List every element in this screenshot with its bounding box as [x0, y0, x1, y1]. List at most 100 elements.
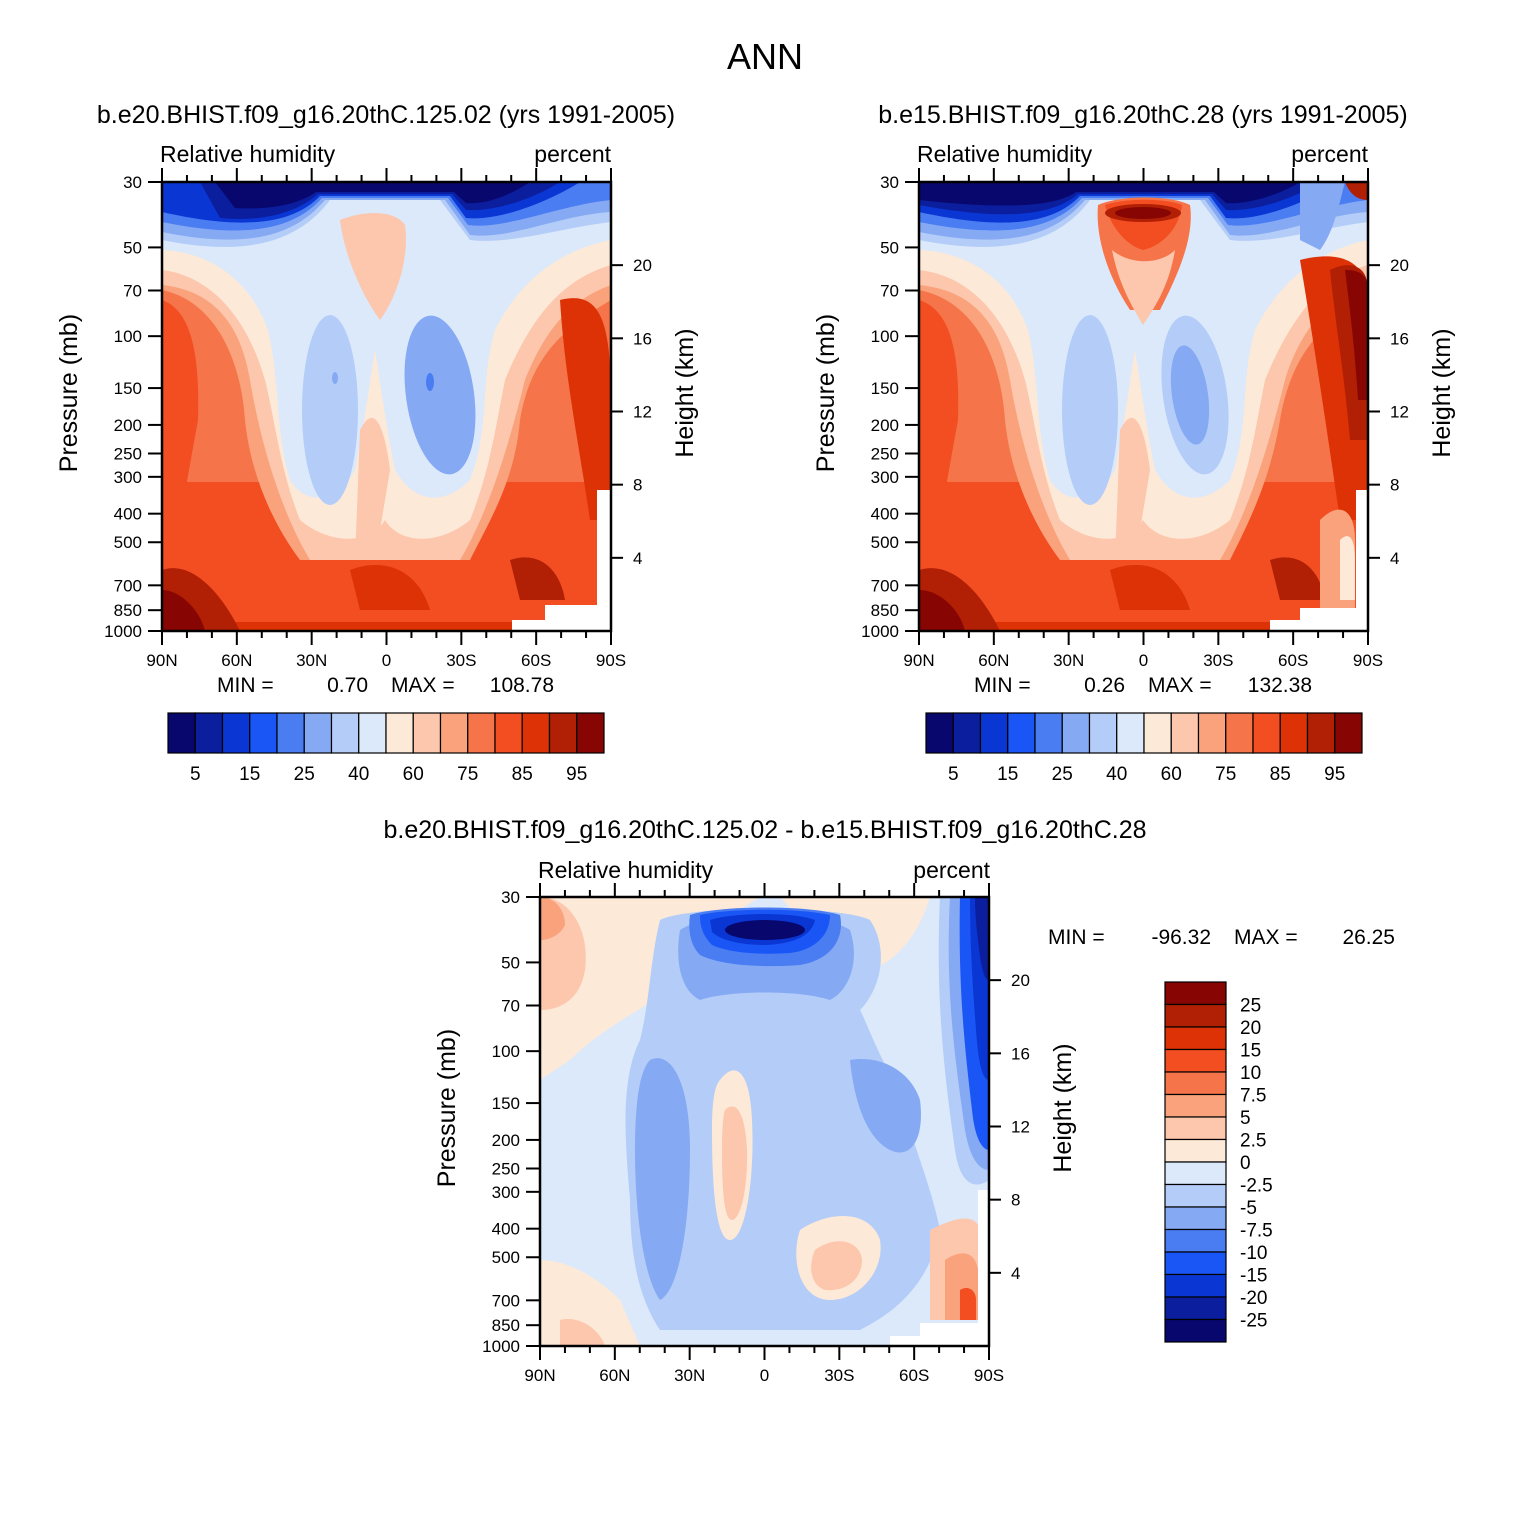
x-tick-label: 30N	[674, 1366, 705, 1385]
x-tick-label: 30N	[1053, 651, 1084, 670]
colorbar-box	[979, 712, 1009, 754]
y-tick-label: 50	[880, 238, 899, 257]
x-tick-label: 0	[382, 651, 391, 670]
y2-tick-label: 8	[633, 476, 642, 495]
x-tick-label: 30S	[446, 651, 476, 670]
y2-axis-label: Height (km)	[671, 328, 699, 457]
y2-tick-label: 4	[1390, 549, 1399, 568]
colorbar-label: 95	[1324, 764, 1345, 785]
y2-tick-label: 20	[633, 256, 652, 275]
panel-2-colorbar: 5 15 25 40 60 75 85 95	[925, 712, 1363, 785]
colorbar-box	[925, 712, 954, 754]
panel-1-axes: 90N 60N 30N 0 30S 60S 90S 30 50 70 100 150 200 250 300…	[55, 168, 699, 670]
y-tick-label: 50	[501, 953, 520, 972]
y-tick-label: 300	[492, 1183, 520, 1202]
colorbar-box	[1164, 1228, 1227, 1253]
panel-3-min-value: -96.32	[1151, 926, 1211, 949]
colorbar-label: 15	[1240, 1041, 1261, 1062]
colorbar-box	[1164, 1048, 1227, 1073]
y2-tick-label: 8	[1011, 1191, 1020, 1210]
figure-title: ANN	[727, 36, 803, 77]
y-tick-label: 300	[871, 468, 899, 487]
colorbar-box	[385, 712, 414, 754]
y-tick-label: 1000	[104, 622, 142, 641]
y2-tick-label: 16	[1390, 329, 1409, 348]
y-tick-label: 150	[114, 379, 142, 398]
panel-2: b.e15.BHIST.f09_g16.20thC.28 (yrs 1991-2…	[812, 101, 1456, 785]
y-tick-label: 200	[871, 416, 899, 435]
y2-tick-label: 12	[1011, 1117, 1030, 1136]
colorbar-box	[1143, 712, 1172, 754]
panel-3-max-label: MAX =	[1234, 926, 1298, 949]
y-tick-label: 250	[114, 444, 142, 463]
colorbar-label: 10	[1240, 1063, 1261, 1084]
y2-tick-label: 20	[1011, 971, 1030, 990]
x-tick-label: 30S	[1203, 651, 1233, 670]
y-axis-label: Pressure (mb)	[812, 314, 840, 472]
colorbar-box	[1164, 1071, 1227, 1096]
y-tick-label: 30	[123, 173, 142, 192]
y-tick-label: 400	[492, 1220, 520, 1239]
y-tick-label: 1000	[482, 1337, 520, 1356]
colorbar-label: 25	[1240, 996, 1261, 1017]
colorbar-box	[1164, 1251, 1227, 1276]
colorbar-label: 85	[512, 764, 533, 785]
colorbar-label: 15	[997, 764, 1018, 785]
colorbar-box	[1164, 1116, 1227, 1141]
panel-1-title: b.e20.BHIST.f09_g16.20thC.125.02 (yrs 19…	[97, 101, 675, 129]
colorbar-label: 0	[1240, 1153, 1251, 1174]
y-tick-label: 70	[501, 996, 520, 1015]
colorbar-label: 7.5	[1240, 1086, 1266, 1107]
colorbar-box	[1164, 1138, 1227, 1163]
colorbar-box	[1197, 712, 1227, 754]
y-tick-label: 850	[492, 1316, 520, 1335]
y-tick-label: 850	[114, 601, 142, 620]
x-tick-label: 30N	[296, 651, 327, 670]
y-tick-label: 200	[114, 416, 142, 435]
panel-2-max-label: MAX =	[1148, 674, 1212, 697]
colorbar-box	[358, 712, 387, 754]
colorbar-label: 2.5	[1240, 1131, 1266, 1152]
panel-1: b.e20.BHIST.f09_g16.20thC.125.02 (yrs 19…	[55, 101, 699, 785]
colorbar-box	[548, 712, 578, 754]
y-tick-label: 100	[114, 327, 142, 346]
y-tick-label: 500	[492, 1248, 520, 1267]
colorbar-box	[1164, 1026, 1227, 1051]
colorbar-label: 5	[948, 764, 959, 785]
colorbar-label: 5	[1240, 1108, 1251, 1129]
colorbar-box	[1007, 712, 1036, 754]
colorbar-label: -15	[1240, 1266, 1267, 1287]
y-tick-label: 200	[492, 1131, 520, 1150]
colorbar-label: -20	[1240, 1288, 1267, 1309]
x-tick-label: 90S	[974, 1366, 1004, 1385]
colorbar-label: 25	[294, 764, 315, 785]
y2-tick-label: 12	[633, 402, 652, 421]
y-tick-label: 500	[114, 533, 142, 552]
panel-3-contour-field	[540, 897, 989, 1346]
colorbar-box	[276, 712, 305, 754]
colorbar-box	[1034, 712, 1063, 754]
colorbar-box	[1164, 1161, 1227, 1186]
colorbar-label: 60	[403, 764, 424, 785]
colorbar-label: 60	[1161, 764, 1182, 785]
colorbar-box	[330, 712, 360, 754]
y-tick-label: 100	[492, 1042, 520, 1061]
y2-tick-label: 20	[1390, 256, 1409, 275]
colorbar-box	[1170, 712, 1200, 754]
x-tick-label: 60N	[978, 651, 1009, 670]
panel-1-contour-field	[162, 182, 611, 631]
colorbar-label: -25	[1240, 1311, 1267, 1332]
panel-2-min-label: MIN =	[974, 674, 1031, 697]
colorbar-box	[221, 712, 251, 754]
panel-3-variable-label: Relative humidity	[538, 857, 714, 883]
panel-1-variable-label: Relative humidity	[160, 141, 336, 167]
x-tick-label: 30S	[824, 1366, 854, 1385]
y2-tick-label: 4	[1011, 1264, 1020, 1283]
colorbar-box	[1061, 712, 1091, 754]
colorbar-box	[249, 712, 278, 754]
colorbar-label: -2.5	[1240, 1176, 1273, 1197]
x-tick-label: 90S	[1353, 651, 1383, 670]
colorbar-label: 15	[239, 764, 260, 785]
panel-3-axes: 90N 60N 30N 0 30S 60S 90S 30 50 70 100 150 200 250 300…	[433, 883, 1077, 1385]
x-tick-label: 60S	[899, 1366, 929, 1385]
